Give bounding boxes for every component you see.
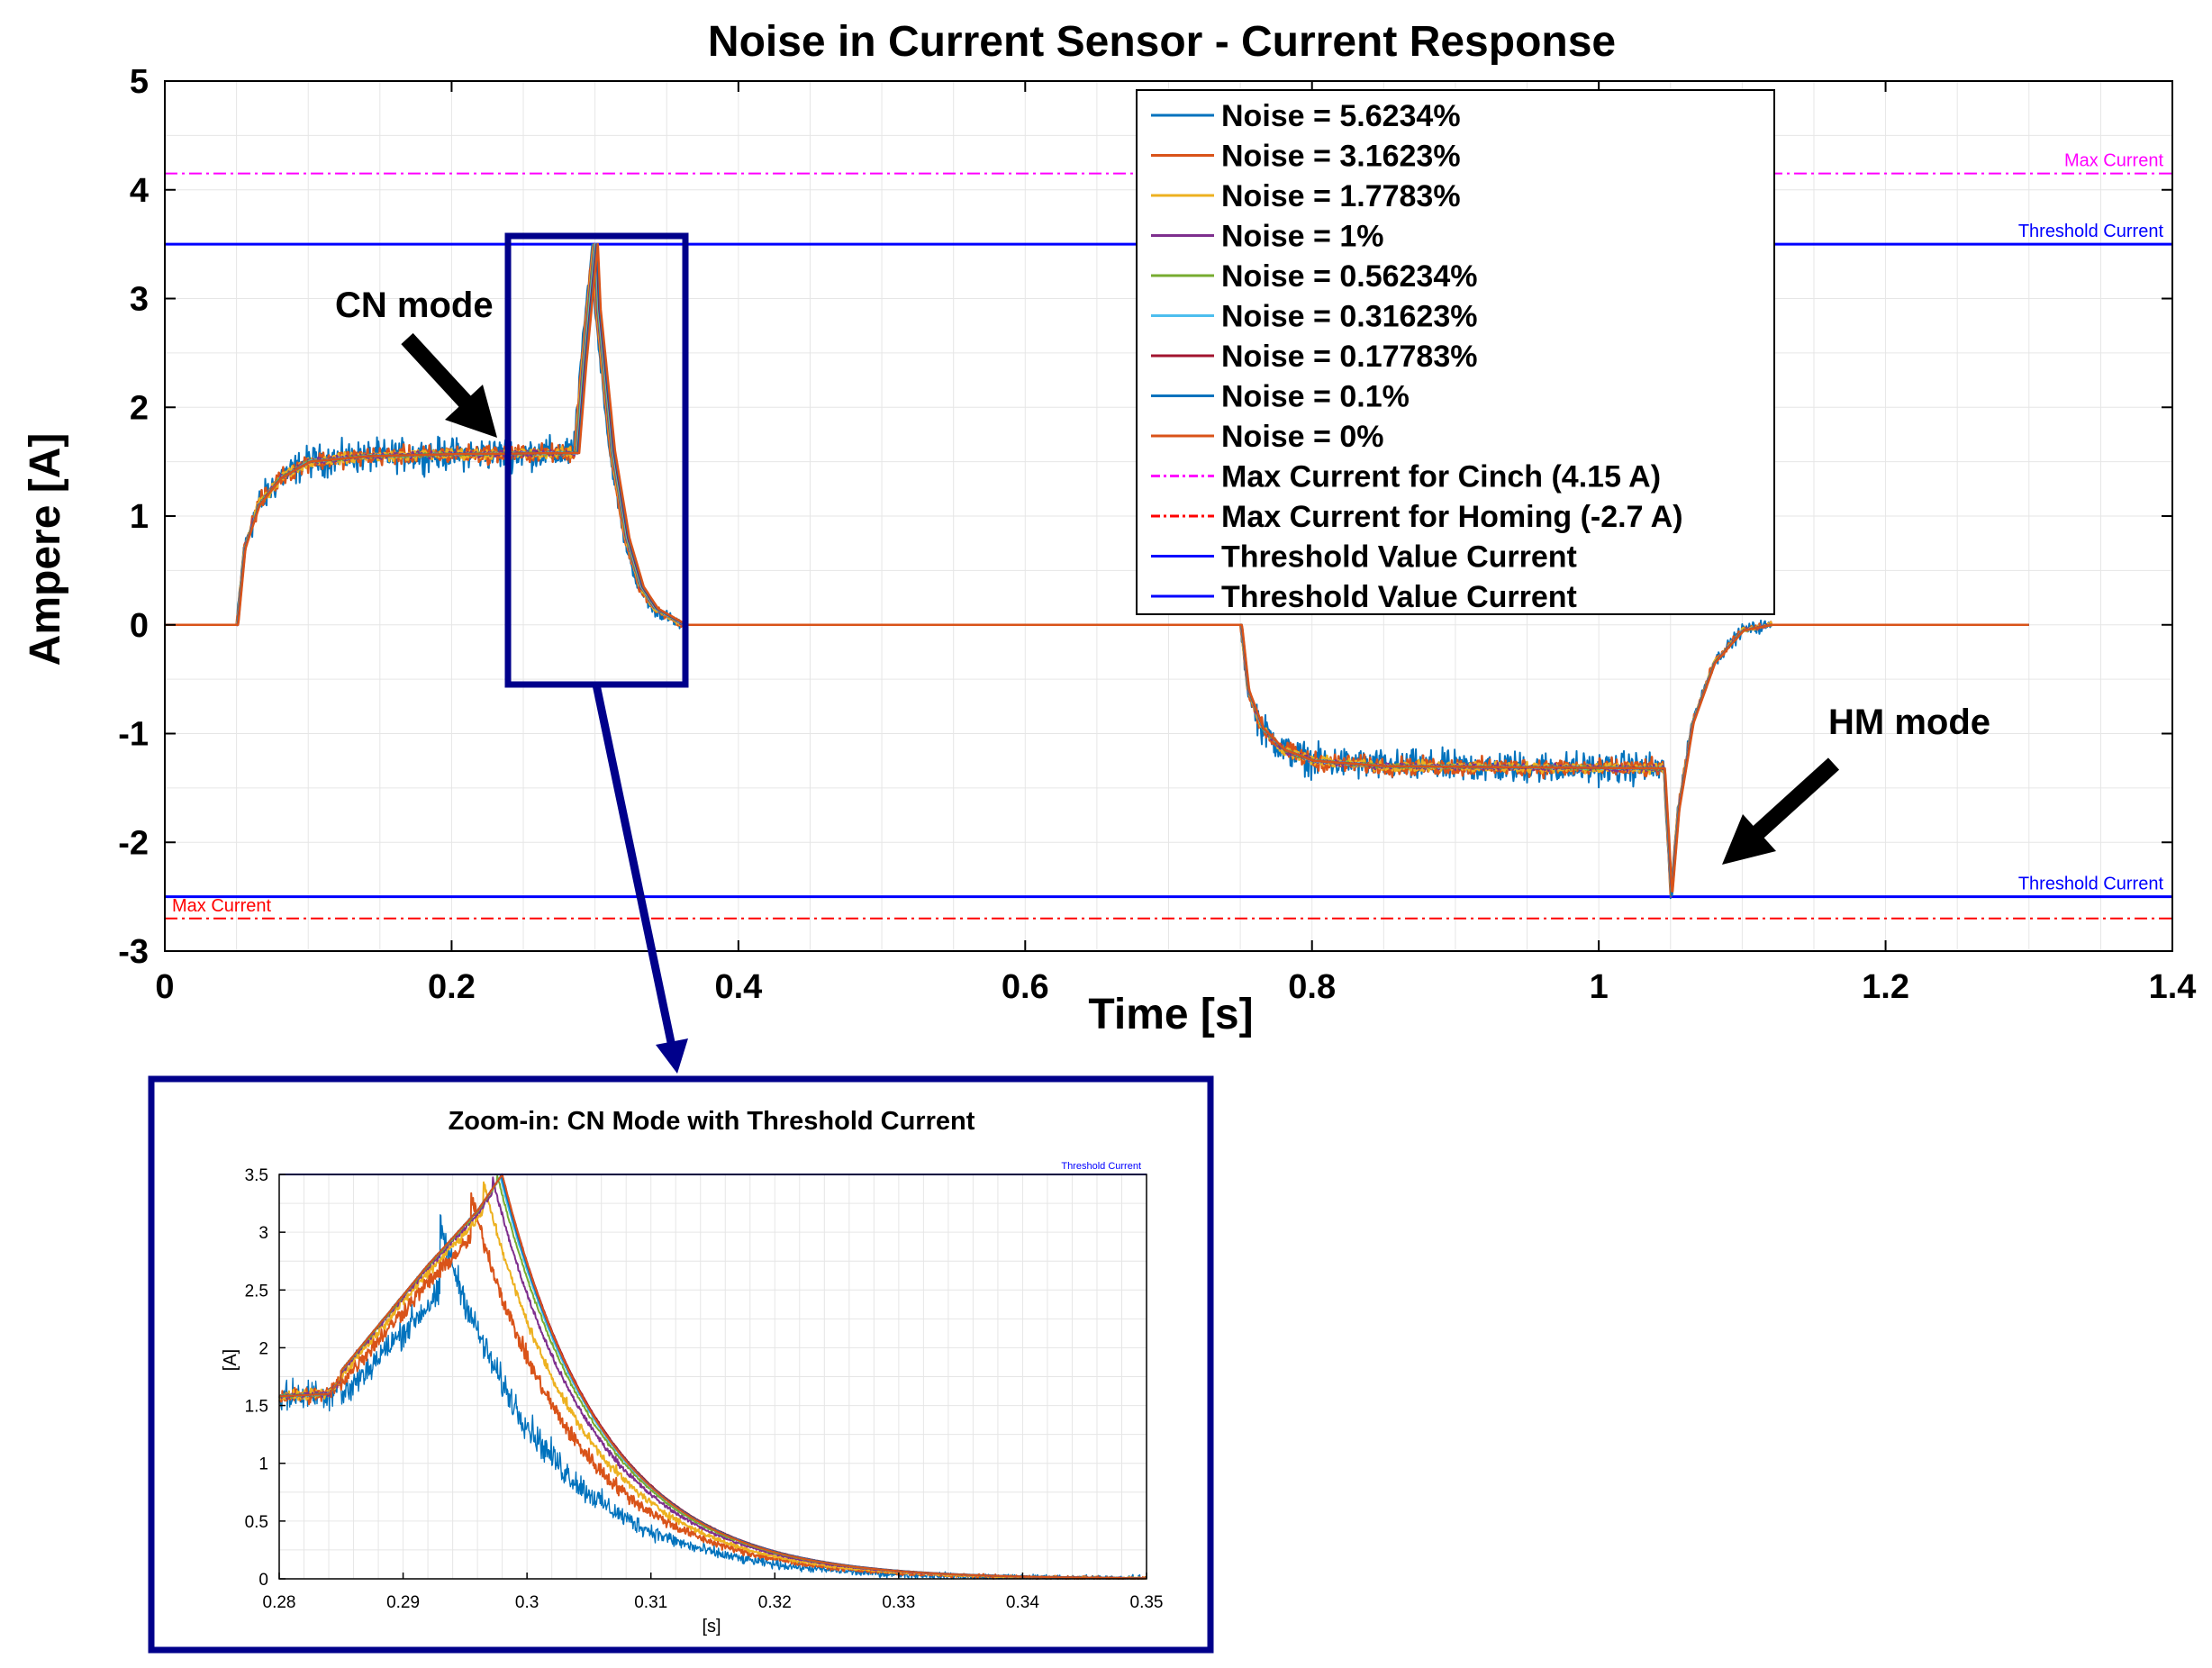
main-y-tick-label: 5: [130, 63, 149, 101]
zoom-x-tick-label: 0.33: [882, 1593, 915, 1612]
hm-mode-arrow-icon: [1722, 757, 1840, 865]
main-y-tick-label: -2: [118, 824, 149, 862]
main-x-tick-label: 1: [1590, 968, 1609, 1006]
zoom-x-tick-label: 0.28: [263, 1593, 296, 1612]
main-x-tick-label: 1.2: [1862, 968, 1909, 1006]
main-legend: Noise = 5.6234% Noise = 3.1623% Noise = 1.…: [1136, 89, 1775, 615]
main-chart-title: Noise in Current Sensor - Current Respon…: [708, 18, 1616, 66]
zoom-x-tick-label: 0.35: [1130, 1593, 1164, 1612]
zoom-y-ticks: 3.5 3 2.5 2 1.5 1 0.5 0: [245, 1166, 286, 1590]
main-y-tick-label: 0: [130, 607, 149, 645]
zoom-y-tick-label: 3.5: [245, 1166, 268, 1185]
main-x-tick-label: 0.4: [714, 968, 762, 1006]
legend-label: Noise = 5.6234%: [1221, 99, 1461, 133]
zoom-y-tick-label: 0.5: [245, 1513, 268, 1532]
zoom-x-tick-label: 0.31: [634, 1593, 667, 1612]
zoom-inset-frame: [148, 1075, 1214, 1654]
main-y-tick-label: 4: [130, 172, 149, 210]
zoom-axes-box: [278, 1174, 1147, 1580]
zoom-x-tick-label: 0.34: [1006, 1593, 1039, 1612]
reference-line-label: Threshold Current: [2018, 875, 2164, 894]
legend-box: [1136, 89, 1775, 615]
legend-label: Threshold Value Current: [1221, 580, 1577, 614]
main-series: [164, 242, 2030, 900]
main-y-tick-label: 1: [130, 498, 149, 536]
zoom-x-ticks: 0.28 0.29 0.3 0.31 0.32 0.33 0.34 0.35: [263, 1573, 1164, 1612]
zoom-series-line: [278, 1174, 1147, 1580]
main-series-line: [164, 242, 2030, 893]
zoom-x-axis-label: [s]: [702, 1617, 721, 1636]
main-y-ticks: 5 4 3 2 1 0 -1 -2 -3: [118, 63, 2172, 971]
legend-label: Noise = 0.17783%: [1221, 340, 1477, 374]
main-chart: Noise in Current Sensor - Current Respon…: [22, 18, 2196, 1074]
legend-label: Max Current for Cinch (4.15 A): [1221, 460, 1661, 494]
reference-line-label: Max Current: [2064, 151, 2163, 171]
zoom-x-tick-label: 0.29: [386, 1593, 420, 1612]
zoom-y-tick-label: 1: [258, 1455, 268, 1474]
legend-label: Noise = 1%: [1221, 220, 1383, 254]
zoom-x-tick-label: 0.3: [515, 1593, 539, 1612]
main-x-tick-label: 0.2: [428, 968, 476, 1006]
cn-mode-arrow-icon: [401, 332, 497, 438]
main-y-tick-label: -3: [118, 933, 149, 971]
zoom-chart-title: Zoom-in: CN Mode with Threshold Current: [449, 1107, 975, 1136]
zoom-inset: Zoom-in: CN Mode with Threshold Current …: [148, 1075, 1214, 1654]
main-x-tick-label: 0.8: [1288, 968, 1336, 1006]
legend-label: Noise = 1.7783%: [1221, 179, 1461, 213]
legend-items: Noise = 5.6234% Noise = 3.1623% Noise = 1.…: [1151, 99, 1683, 614]
main-x-ticks: 0 0.2 0.4 0.6 0.8 1 1.2 1.4: [155, 81, 2196, 1006]
legend-label: Max Current for Homing (-2.7 A): [1221, 500, 1683, 534]
legend-label: Noise = 0.31623%: [1221, 300, 1477, 334]
main-x-tick-label: 0: [155, 968, 174, 1006]
legend-label: Noise = 3.1623%: [1221, 140, 1461, 174]
zoom-threshold-label: Threshold Current: [1061, 1161, 1141, 1172]
legend-label: Noise = 0%: [1221, 420, 1383, 454]
reference-line-label: Max Current: [172, 896, 271, 916]
reference-line-label: Threshold Current: [2018, 222, 2164, 241]
zoom-y-tick-label: 2: [258, 1339, 268, 1358]
main-y-axis-label: Ampere [A]: [22, 433, 69, 666]
legend-label: Threshold Value Current: [1221, 540, 1577, 575]
main-x-tick-label: 1.4: [2149, 968, 2197, 1006]
zoom-y-tick-label: 1.5: [245, 1398, 268, 1417]
zoom-y-tick-label: 0: [258, 1571, 268, 1590]
zoom-y-tick-label: 2.5: [245, 1282, 268, 1301]
zoom-x-tick-label: 0.32: [758, 1593, 792, 1612]
cn-mode-annotation: CN mode: [335, 286, 494, 325]
main-y-tick-label: 2: [130, 389, 149, 427]
main-y-tick-label: 3: [130, 281, 149, 319]
legend-label: Noise = 0.1%: [1221, 380, 1410, 414]
hm-mode-annotation: HM mode: [1828, 703, 1990, 742]
main-y-tick-label: -1: [118, 716, 149, 754]
main-x-axis-label: Time [s]: [1088, 991, 1253, 1038]
legend-label: Noise = 0.56234%: [1221, 259, 1477, 294]
zoom-y-axis-label: [A]: [221, 1349, 240, 1371]
zoom-y-tick-label: 3: [258, 1224, 268, 1243]
main-x-tick-label: 0.6: [1002, 968, 1049, 1006]
zoom-pointer-arrow-icon: [592, 684, 688, 1074]
